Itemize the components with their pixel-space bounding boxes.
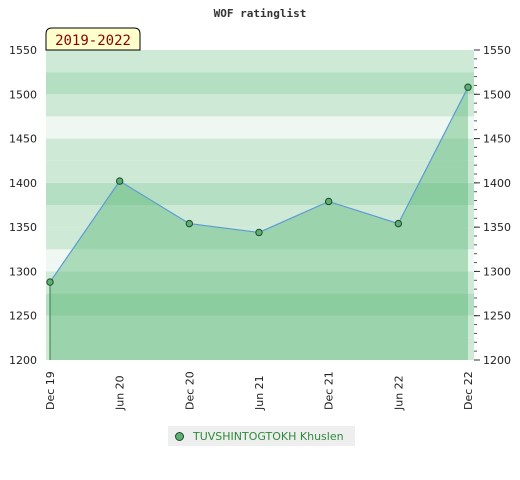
y-tick-label-left: 1250 <box>9 310 37 323</box>
grid-band <box>46 293 474 316</box>
grid-band <box>46 72 474 95</box>
legend-marker-icon <box>175 431 184 441</box>
period-label: 2019-2022 <box>55 33 131 49</box>
y-tick-label-right: 1200 <box>483 354 511 367</box>
data-point <box>115 177 124 185</box>
data-point <box>464 83 472 91</box>
y-tick-label-right: 1400 <box>483 177 511 190</box>
x-tick-label: Jun 21 <box>253 375 266 411</box>
x-tick-label: Dec 21 <box>323 371 336 410</box>
x-tick-label: Dec 20 <box>183 371 196 410</box>
y-tick-label-right: 1350 <box>483 221 511 234</box>
period-badge: 2019-2022 <box>45 27 141 51</box>
x-tick-label: Jun 22 <box>392 375 405 411</box>
x-tick-label: Dec 22 <box>462 371 475 410</box>
grid-band <box>46 205 474 228</box>
y-tick-label-left: 1400 <box>9 177 37 190</box>
grid-band <box>46 337 474 360</box>
y-tick-label-right: 1450 <box>483 133 511 146</box>
data-point <box>394 219 403 228</box>
grid-band <box>46 227 474 250</box>
y-tick-label-left: 1200 <box>9 354 37 367</box>
legend-series-label: TUVSHINTOGTOKH Khuslen <box>193 429 344 443</box>
grid-band <box>46 271 474 294</box>
x-axis: Dec 19 Jun 20 Dec 20 Jun 21 Dec 21 Jun 22 Dec … <box>44 371 475 411</box>
x-tick-label: Dec 19 <box>44 371 57 410</box>
y-tick-label-left: 1350 <box>9 221 37 234</box>
y-tick-label-right: 1500 <box>483 88 511 101</box>
y-tick-label-right: 1250 <box>483 310 511 323</box>
y-tick-label-left: 1550 <box>9 44 37 57</box>
chart-title: WOF ratinglist <box>214 7 307 20</box>
grid-band <box>46 182 474 205</box>
grid-band <box>46 116 474 139</box>
background-bands <box>46 50 474 360</box>
y-tick-label-right: 1550 <box>483 44 511 57</box>
data-point <box>185 219 194 228</box>
y-axis-left: 1200 1250 1300 1350 1400 1450 1500 1550 <box>9 44 37 367</box>
y-axis-right: 1200 1250 1300 1350 1400 1450 1500 1550 <box>474 44 511 367</box>
data-point <box>324 197 333 206</box>
x-tick-label: Jun 20 <box>114 375 127 411</box>
grid-band <box>46 138 474 161</box>
grid-band <box>46 315 474 338</box>
y-tick-label-left: 1300 <box>9 265 37 278</box>
legend: TUVSHINTOGTOKH Khuslen <box>168 426 355 446</box>
y-tick-label-right: 1300 <box>483 265 511 278</box>
grid-band <box>46 160 474 183</box>
grid-band <box>46 94 474 117</box>
grid-band <box>46 50 474 73</box>
series-area <box>50 87 468 360</box>
y-tick-label-left: 1500 <box>9 88 37 101</box>
y-tick-label-left: 1450 <box>9 133 37 146</box>
data-point <box>46 278 54 286</box>
data-markers <box>46 83 472 286</box>
minor-ticks <box>474 49 477 361</box>
data-point <box>255 228 263 237</box>
grid-band <box>46 249 474 272</box>
